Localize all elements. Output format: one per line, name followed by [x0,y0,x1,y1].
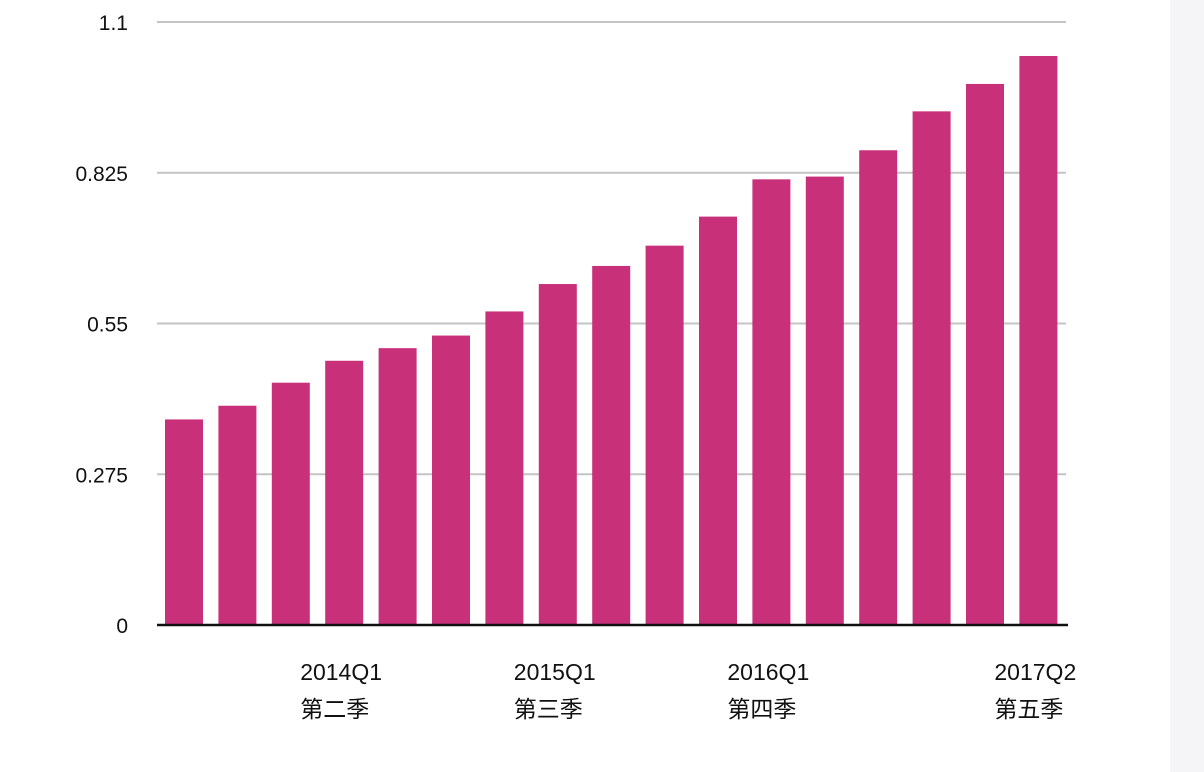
bar [432,335,470,625]
bar [485,311,524,625]
y-tick-label: 0.55 [87,314,128,337]
y-tick-label: 0.275 [75,464,128,487]
bar [1019,55,1058,625]
bar [645,245,684,625]
bar [538,284,577,625]
x-tick-label: 第二季 [300,696,369,722]
y-tick-label: 0.825 [75,163,128,186]
page-edge-shade [1170,0,1204,772]
x-tick-label: 第五季 [994,696,1063,722]
x-tick-label: 2014Q1 [300,659,382,685]
bar [271,382,310,625]
x-tick-label: 2016Q1 [727,659,809,685]
bar [699,216,737,625]
bar [805,176,844,625]
bar [859,150,898,626]
bar [218,405,257,625]
bar [325,360,364,625]
y-tick-label: 0 [116,615,128,638]
y-axis-tick-labels: 0 0.275 0.55 0.825 1.1 [75,12,128,638]
bar [378,348,417,625]
bar [912,111,951,625]
x-tick-label: 第四季 [727,696,796,722]
bars [165,55,1058,626]
bar [165,419,203,625]
bar [966,83,1004,626]
bar [752,179,791,625]
x-tick-label: 第三季 [514,696,583,722]
x-axis-tick-labels: 2014Q1 第二季 2015Q1 第三季 2016Q1 第四季 2017Q2 第五季 [300,659,1076,722]
bar [592,265,631,625]
x-tick-label: 2017Q2 [994,659,1076,685]
y-tick-label: 1.1 [99,12,128,35]
x-tick-label: 2015Q1 [514,659,596,685]
